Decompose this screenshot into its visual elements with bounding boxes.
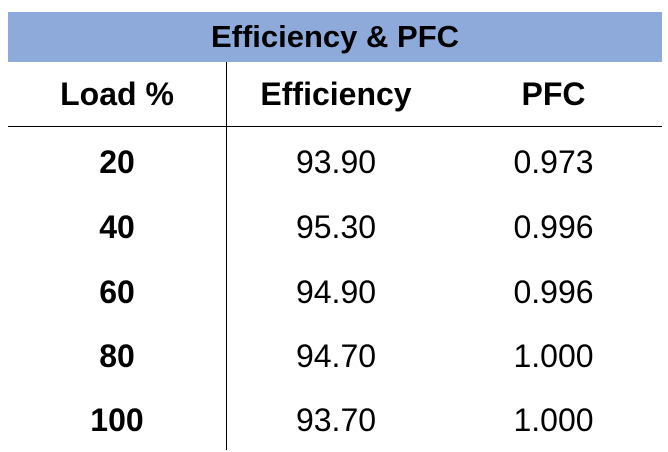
column-header-pfc: PFC	[521, 75, 586, 112]
column-header-load: Load %	[60, 75, 174, 112]
table-cell-efficiency: 94.90	[295, 273, 377, 310]
table-cell-efficiency: 93.70	[295, 401, 377, 438]
table-cell-pfc: 0.996	[513, 208, 594, 245]
table-cell-efficiency: 95.30	[295, 208, 377, 245]
table-cell-pfc: 0.996	[513, 273, 594, 310]
table-cell-load: 60	[99, 273, 135, 310]
column-divider	[226, 62, 227, 450]
column-header-efficiency: Efficiency	[260, 75, 412, 112]
table-title: Efficiency & PFC	[8, 12, 662, 62]
header-row	[8, 62, 662, 127]
table-cell-efficiency: 93.90	[295, 143, 377, 180]
table-cell-load: 80	[99, 337, 135, 374]
table-cell-pfc: 1.000	[513, 401, 594, 438]
table-cell-pfc: 1.000	[513, 337, 594, 374]
table-cell-pfc: 0.973	[513, 143, 594, 180]
table-cell-load: 40	[99, 208, 135, 245]
table-cell-load: 20	[99, 143, 135, 180]
table-cell-efficiency: 94.70	[295, 337, 377, 374]
table-cell-load: 100	[90, 401, 144, 438]
